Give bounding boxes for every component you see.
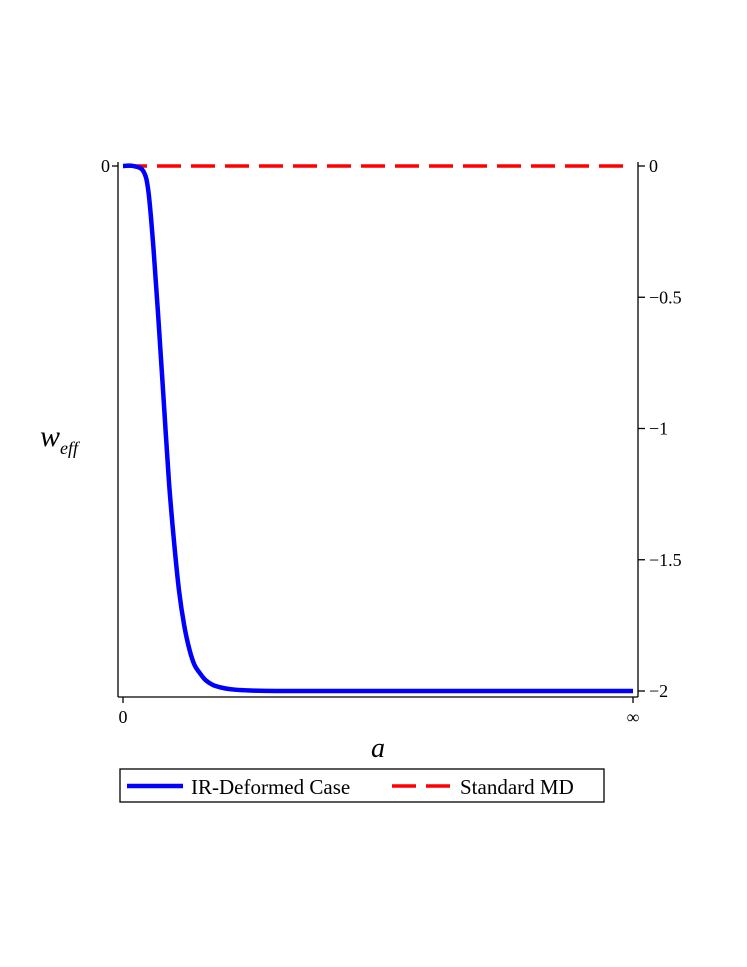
legend-box xyxy=(119,768,605,803)
y-right-tick-label: −1 xyxy=(649,419,668,439)
y-right-tick-label: −2 xyxy=(649,681,668,701)
y-right-tick-label: −1.5 xyxy=(649,550,682,570)
series-layer xyxy=(122,163,633,694)
legend: IR-Deformed Case Standard MD xyxy=(119,768,605,803)
x-tick-label: 0 xyxy=(119,707,128,727)
ticks: 0 0 −0.5 −1 −1.5 −2 0 ∞ xyxy=(101,156,682,727)
x-tick-label: ∞ xyxy=(627,707,640,727)
y-axis-label: weff xyxy=(40,420,81,458)
y-axis-label-main: w xyxy=(40,420,60,453)
series-line-ir-deformed-case xyxy=(122,163,633,694)
y-axis-label-subscript: eff xyxy=(60,438,81,458)
y-right-tick-label: −0.5 xyxy=(649,287,682,307)
legend-label-standard-md: Standard MD xyxy=(460,775,574,799)
y-right-tick-label: 0 xyxy=(649,156,658,176)
legend-label-ir-deformed: IR-Deformed Case xyxy=(191,775,350,799)
axes xyxy=(117,162,639,698)
x-axis-label: a xyxy=(371,733,385,764)
y-left-tick-label: 0 xyxy=(101,156,110,176)
